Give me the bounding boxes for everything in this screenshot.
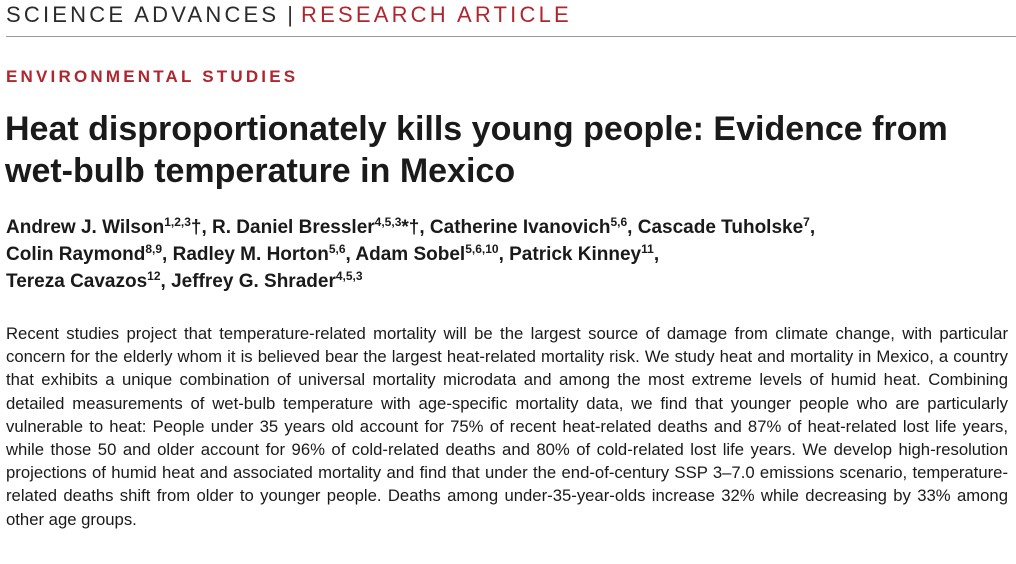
header-separator: | bbox=[287, 2, 294, 27]
author-affiliations: 7 bbox=[803, 215, 810, 229]
author-affiliations: 1,2,3 bbox=[164, 215, 191, 229]
author-name: Colin Raymond bbox=[6, 244, 146, 265]
author[interactable]: Patrick Kinney11 bbox=[509, 242, 654, 265]
author-name: Adam Sobel bbox=[355, 244, 466, 265]
author-name: Cascade Tuholske bbox=[637, 217, 804, 238]
author-separator: , bbox=[345, 244, 356, 265]
author-name: Andrew J. Wilson bbox=[6, 217, 165, 238]
journal-name: SCIENCE ADVANCES bbox=[6, 2, 280, 27]
author[interactable]: Colin Raymond8,9 bbox=[6, 242, 163, 265]
author-name: Patrick Kinney bbox=[509, 244, 642, 265]
author[interactable]: Andrew J. Wilson1,2,3† bbox=[6, 215, 202, 238]
author[interactable]: Adam Sobel5,6,10 bbox=[355, 242, 499, 265]
author-line: Tereza Cavazos12, Jeffrey G. Shrader4,5,… bbox=[6, 268, 1006, 295]
author-name: Tereza Cavazos bbox=[6, 271, 148, 292]
author-affiliations: 5,6 bbox=[328, 242, 346, 256]
author-name: Radley M. Horton bbox=[172, 244, 329, 265]
author-name: R. Daniel Bressler bbox=[212, 217, 375, 238]
author[interactable]: Tereza Cavazos12 bbox=[6, 269, 161, 292]
author-affiliations: 5,6 bbox=[610, 215, 628, 229]
author-separator: , bbox=[653, 244, 660, 265]
author-line: Andrew J. Wilson1,2,3†, R. Daniel Bressl… bbox=[6, 214, 1006, 241]
author[interactable]: R. Daniel Bressler4,5,3*† bbox=[212, 215, 420, 238]
author-separator: , bbox=[627, 217, 638, 238]
author-line: Colin Raymond8,9, Radley M. Horton5,6, A… bbox=[6, 241, 1006, 268]
journal-header: SCIENCE ADVANCES | RESEARCH ARTICLE bbox=[6, 2, 572, 28]
author-mark: † bbox=[190, 217, 202, 238]
author-separator: , bbox=[162, 244, 173, 265]
article-type: RESEARCH ARTICLE bbox=[301, 2, 572, 27]
author[interactable]: Cascade Tuholske7 bbox=[637, 215, 810, 238]
author[interactable]: Jeffrey G. Shrader4,5,3 bbox=[171, 269, 363, 292]
author-mark: *† bbox=[401, 217, 420, 238]
article-title: Heat disproportionately kills young peop… bbox=[5, 110, 948, 190]
author-separator: , bbox=[419, 217, 430, 238]
author-separator: , bbox=[498, 244, 510, 265]
author-name: Jeffrey G. Shrader bbox=[171, 271, 336, 292]
header-rule bbox=[6, 36, 1016, 37]
author-affiliations: 11 bbox=[641, 242, 654, 256]
author-affiliations: 12 bbox=[147, 269, 161, 283]
author-name: Catherine Ivanovich bbox=[429, 217, 611, 238]
author-separator: , bbox=[160, 271, 172, 292]
author-separator: , bbox=[809, 217, 816, 238]
author-affiliations: 4,5,3 bbox=[335, 269, 363, 283]
author-affiliations: 8,9 bbox=[145, 242, 163, 256]
author[interactable]: Catherine Ivanovich5,6 bbox=[429, 215, 628, 238]
author-list: Andrew J. Wilson1,2,3†, R. Daniel Bressl… bbox=[6, 214, 1006, 295]
section-label: ENVIRONMENTAL STUDIES bbox=[6, 67, 299, 86]
author-separator: , bbox=[201, 217, 213, 238]
abstract-text: Recent studies project that temperature-… bbox=[6, 324, 1008, 529]
author-affiliations: 4,5,3 bbox=[374, 215, 402, 229]
author-affiliations: 5,6,10 bbox=[465, 242, 499, 256]
author[interactable]: Radley M. Horton5,6 bbox=[172, 242, 346, 265]
